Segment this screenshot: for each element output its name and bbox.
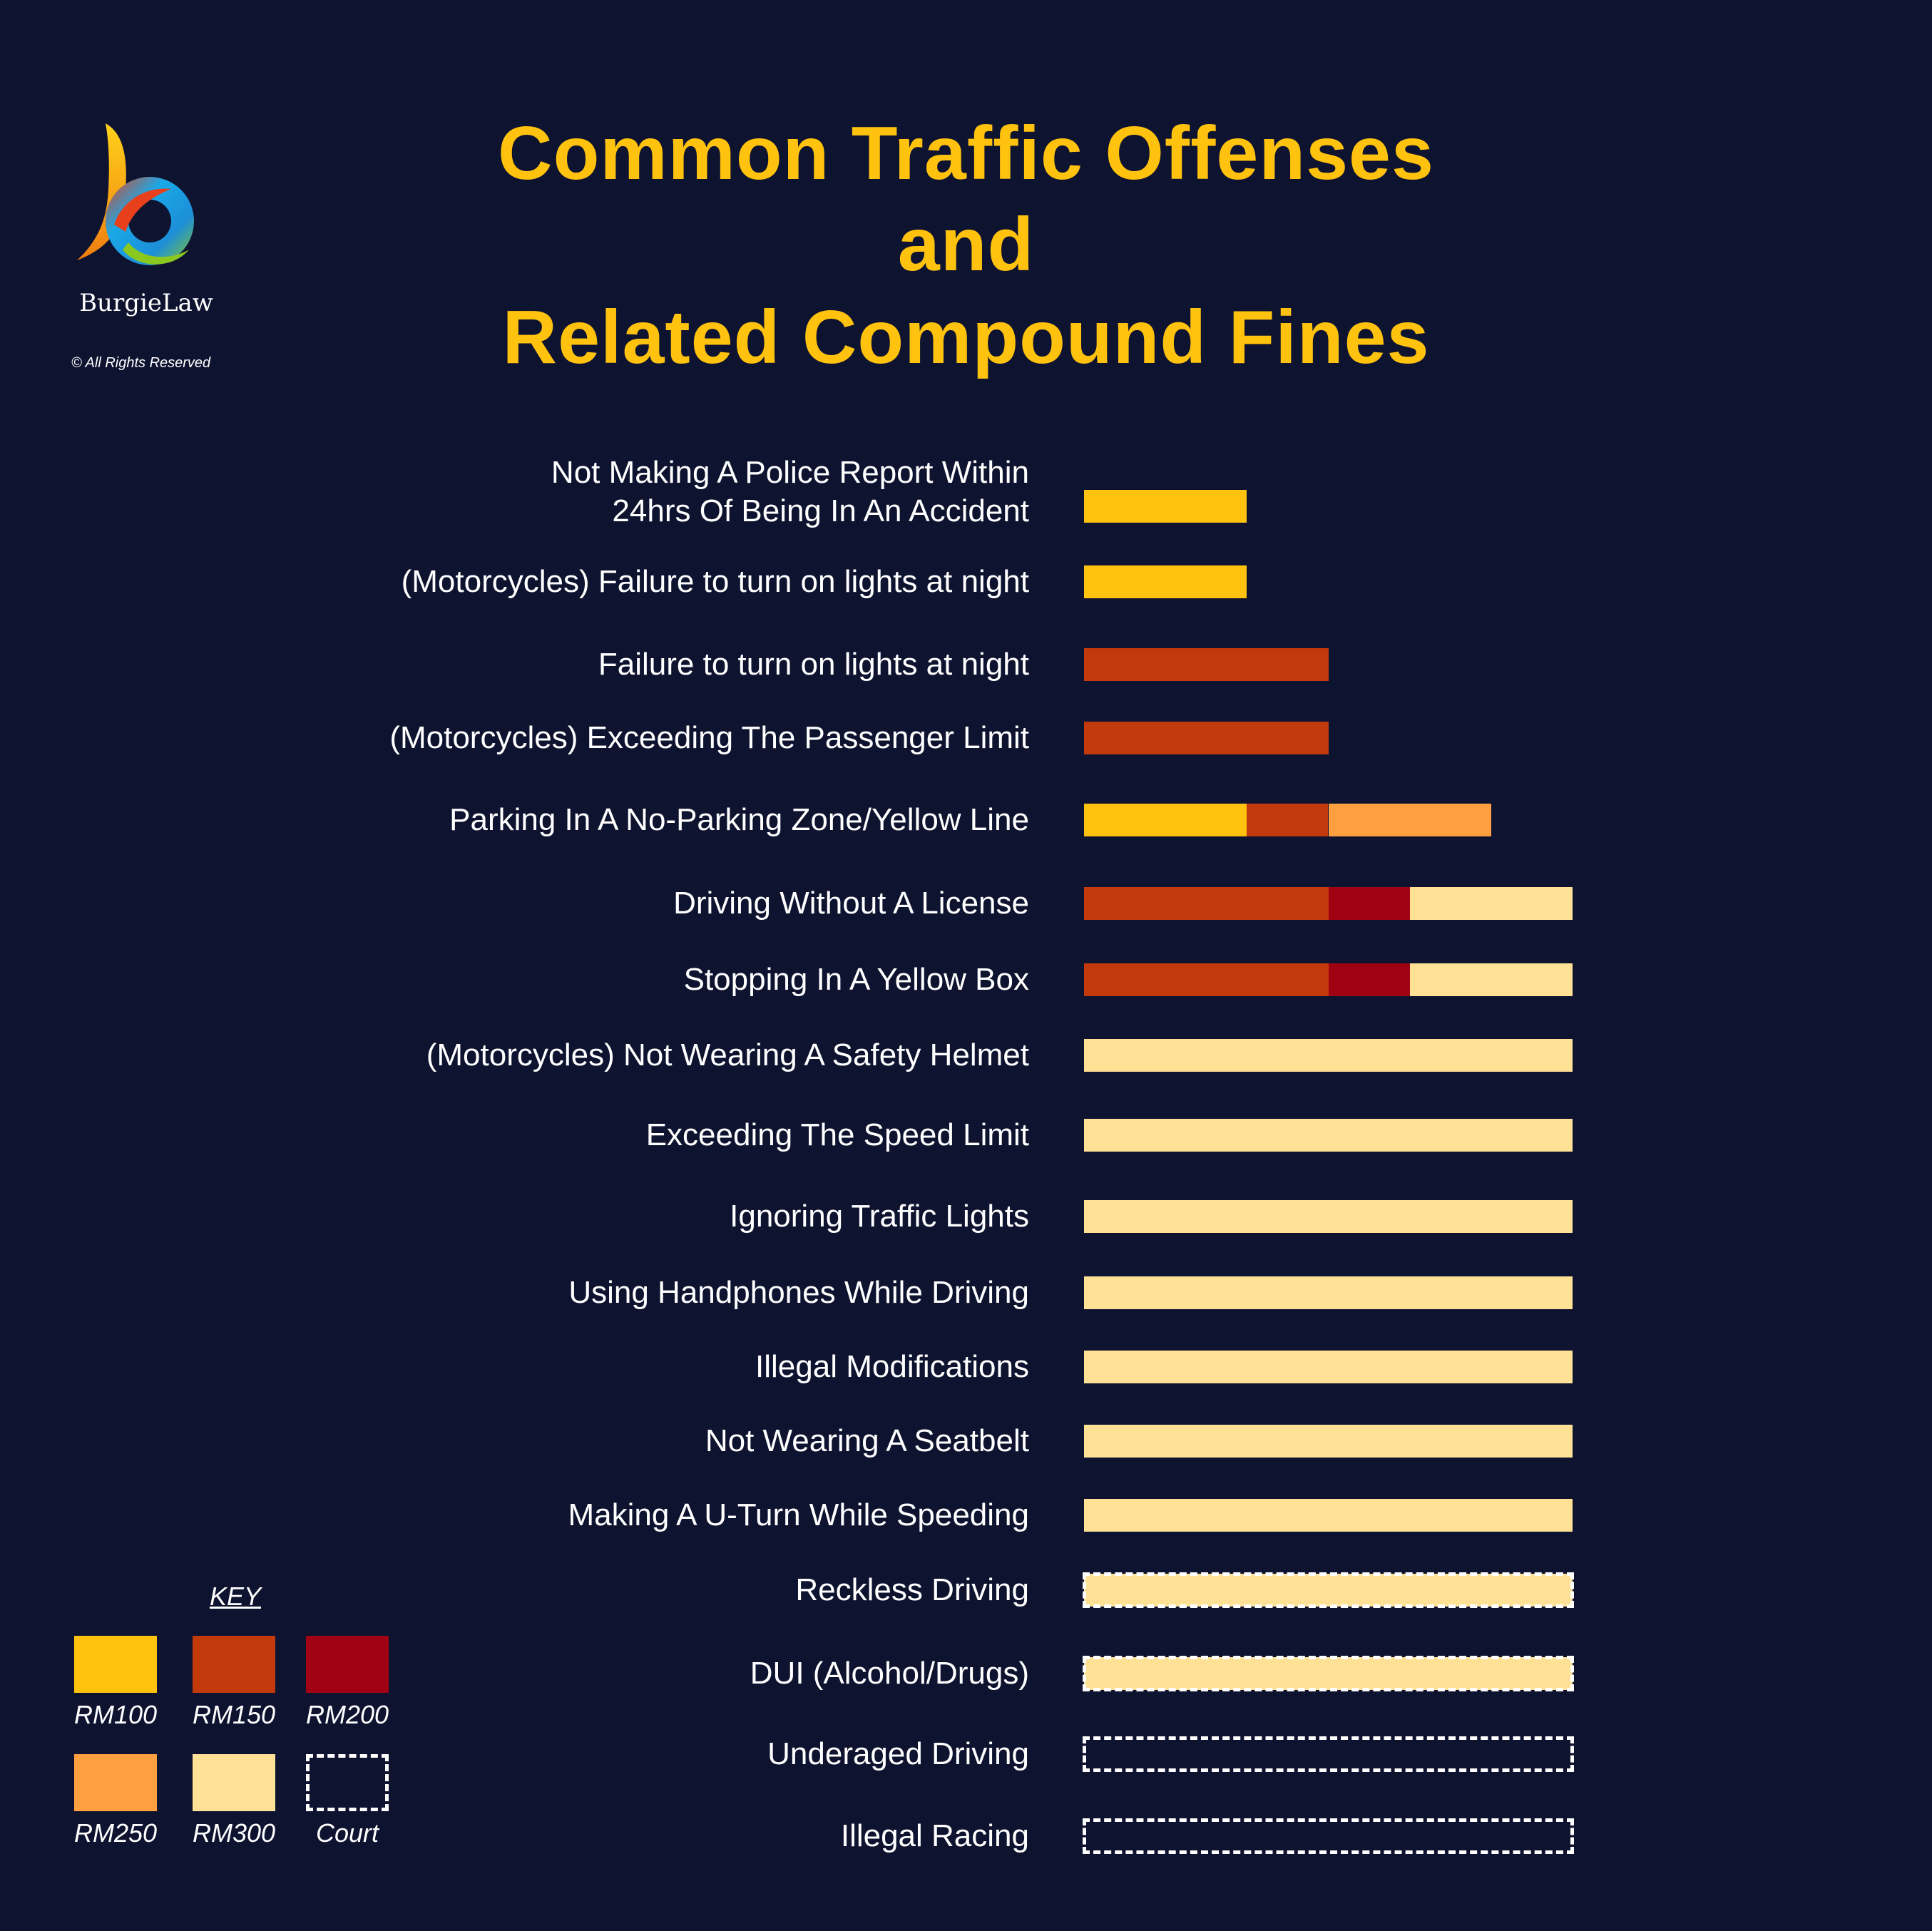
- legend-label-rm150: RM150: [192, 1700, 276, 1729]
- chart-title-line-2: and: [897, 203, 1035, 287]
- category-label: Underaged Driving: [767, 1736, 1029, 1771]
- legend-label-rm100: RM100: [73, 1700, 158, 1729]
- category-label: (Motorcycles) Failure to turn on lights …: [401, 564, 1029, 599]
- category-label: Making A U-Turn While Speeding: [568, 1497, 1029, 1532]
- category-label: (Motorcycles) Not Wearing A Safety Helme…: [426, 1038, 1029, 1072]
- burgielaw-logo: [71, 118, 207, 282]
- category-label: (Motorcycles) Exceeding The Passenger Li…: [389, 720, 1029, 755]
- bar-segment-rm300: [1409, 887, 1573, 920]
- category-label: Driving Without A License: [673, 886, 1029, 921]
- bar-segment-rm100: [1084, 565, 1247, 598]
- category-label: Exceeding The Speed Limit: [645, 1117, 1029, 1152]
- brand-name: BurgieLaw: [79, 289, 213, 317]
- bar-segment-rm150: [1084, 722, 1329, 754]
- bar-segment-rm300: [1409, 963, 1573, 996]
- bar-segment-rm100: [1084, 490, 1247, 523]
- bar-segment-rm300: [1084, 1657, 1573, 1690]
- copyright-notice: © All Rights Reserved: [71, 355, 211, 371]
- bar-segment-rm250: [1328, 804, 1491, 836]
- category-label: Illegal Racing: [840, 1818, 1029, 1853]
- category-label: Illegal Modifications: [755, 1349, 1029, 1384]
- legend-swatch-rm200: [306, 1636, 389, 1693]
- legend-title: KEY: [209, 1582, 262, 1611]
- legend-swatch-court: [306, 1754, 389, 1811]
- legend-label-court: Court: [315, 1818, 379, 1848]
- bar-segment-rm300: [1084, 1351, 1573, 1383]
- category-label: Failure to turn on lights at night: [598, 647, 1029, 682]
- bar-court-outline: [1083, 1736, 1574, 1772]
- legend-label-rm250: RM250: [73, 1818, 158, 1848]
- bar-segment-rm300: [1084, 1574, 1573, 1607]
- category-label: Not Wearing A Seatbelt: [705, 1423, 1029, 1458]
- bar-segment-rm200: [1328, 887, 1410, 920]
- bar-court-outline: [1083, 1572, 1574, 1608]
- bar-segment-rm150: [1084, 963, 1329, 996]
- legend-swatch-rm100: [74, 1636, 157, 1693]
- legend-swatch-rm150: [193, 1636, 275, 1693]
- bar-segment-rm300: [1084, 1119, 1573, 1152]
- bar-segment-rm300: [1084, 1200, 1573, 1233]
- category-label: Reckless Driving: [795, 1572, 1029, 1607]
- category-label: DUI (Alcohol/Drugs): [750, 1656, 1029, 1691]
- bar-segment-rm300: [1084, 1425, 1573, 1458]
- category-label: Using Handphones While Driving: [568, 1275, 1029, 1310]
- bar-segment-rm150: [1084, 887, 1329, 920]
- bar-segment-rm300: [1084, 1499, 1573, 1532]
- bar-court-outline: [1083, 1818, 1574, 1854]
- logo-mark-icon: [77, 123, 194, 265]
- bar-segment-rm150: [1247, 804, 1329, 836]
- bar-segment-rm200: [1328, 963, 1410, 996]
- legend-label-rm200: RM200: [305, 1700, 389, 1729]
- legend-swatch-rm250: [74, 1754, 157, 1811]
- legend-swatch-rm300: [193, 1754, 275, 1811]
- bar-segment-rm300: [1084, 1276, 1573, 1309]
- category-label: Stopping In A Yellow Box: [683, 962, 1029, 997]
- bar-court-outline: [1083, 1656, 1574, 1691]
- chart-title-line-1: Common Traffic Offenses: [498, 111, 1434, 195]
- legend-label-rm300: RM300: [192, 1818, 276, 1848]
- bar-segment-rm150: [1084, 648, 1329, 681]
- chart-title-line-3: Related Compound Fines: [502, 295, 1430, 379]
- bar-segment-rm300: [1084, 1039, 1573, 1072]
- category-label: Parking In A No-Parking Zone/Yellow Line: [449, 802, 1029, 837]
- bar-segment-rm100: [1084, 804, 1247, 836]
- category-label: Ignoring Traffic Lights: [730, 1199, 1029, 1234]
- category-label: Not Making A Police Report Within 24hrs O…: [551, 455, 1029, 528]
